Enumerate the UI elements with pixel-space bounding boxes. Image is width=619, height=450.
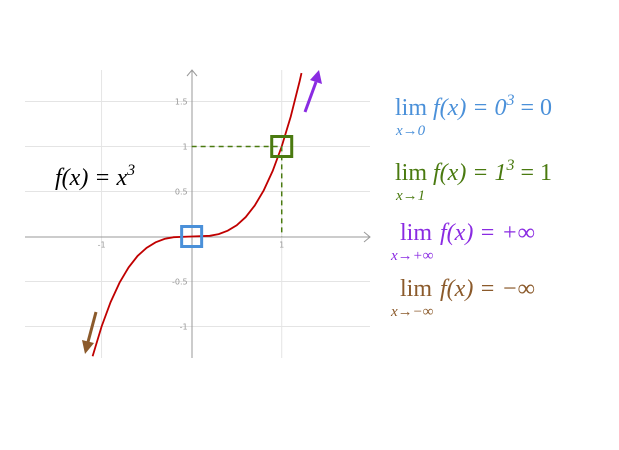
formula: lim x→−∞ f(x) = −∞ <box>390 276 535 320</box>
arrow-shaft <box>303 81 318 113</box>
formula-main: f(x) = −∞ <box>440 276 535 302</box>
curve <box>91 72 303 357</box>
y-tick-label: 1.5 <box>175 98 188 107</box>
formula-lim: lim <box>400 220 432 246</box>
formula-expr: f(x) = 03 = 0 <box>433 92 552 121</box>
y-tick-label: 0.5 <box>175 188 188 197</box>
formula-lim: lim <box>395 95 427 121</box>
formula: lim x→1 f(x) = 13 = 1 <box>395 157 552 204</box>
formula: lim x→0 f(x) = 03 = 0 <box>395 92 552 139</box>
function-label: f(x) = x3 <box>55 162 135 191</box>
function-main: f(x) = x <box>55 165 128 191</box>
y-tick-label: -0.5 <box>172 278 188 287</box>
formula-tail: = 0 <box>515 95 553 121</box>
highlight-box <box>180 225 204 248</box>
formula-sub: x→1 <box>395 188 425 204</box>
formula-sup: 3 <box>506 92 515 109</box>
brown-arrow <box>82 311 98 354</box>
arrow-shaft <box>86 311 98 343</box>
y-tick-label: -1 <box>180 323 188 332</box>
formula-main: f(x) = 0 <box>433 95 507 121</box>
function-sup: 3 <box>126 162 135 179</box>
y-tick-label: 1 <box>183 143 188 152</box>
highlight-box <box>270 135 294 158</box>
formula-tail: = 1 <box>515 160 553 186</box>
formula: lim x→+∞ f(x) = +∞ <box>390 220 535 264</box>
formula-sub: x→0 <box>395 123 426 139</box>
formula-expr: f(x) = −∞ <box>440 276 535 302</box>
x-tick-label: 1 <box>279 241 284 250</box>
x-tick-label: -1 <box>98 241 106 250</box>
y-axis-arrow <box>186 69 198 77</box>
formula-expr: f(x) = 13 = 1 <box>433 157 552 186</box>
grid <box>25 70 370 358</box>
formula-sub: x→+∞ <box>390 248 434 264</box>
guide-line <box>191 145 283 237</box>
formula-lim: lim <box>400 276 432 302</box>
formula-main: f(x) = 1 <box>433 160 507 186</box>
formula-main: f(x) = +∞ <box>440 220 535 246</box>
formula-sup: 3 <box>506 157 515 174</box>
arrow-head <box>82 340 94 354</box>
formula-lim: lim <box>395 160 427 186</box>
arrow-head <box>310 70 322 84</box>
formula-expr: f(x) = +∞ <box>440 220 535 246</box>
purple-arrow <box>303 70 322 113</box>
formula-sub: x→−∞ <box>390 304 434 320</box>
x-axis-arrow <box>363 231 371 243</box>
